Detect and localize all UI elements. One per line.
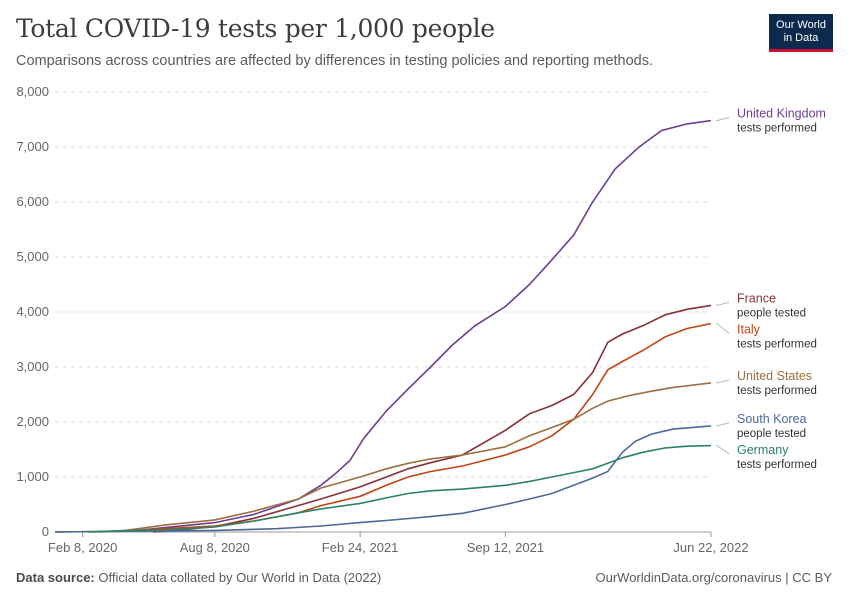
series-label-france[interactable]: France	[737, 291, 776, 305]
series-label-united-kingdom[interactable]: United Kingdom	[737, 107, 826, 121]
y-tick-label: 1,000	[16, 469, 49, 484]
series-labels: United Kingdom tests performed France peopl…	[716, 107, 826, 471]
label-connector	[716, 422, 730, 427]
y-axis-ticks: 0 1,000 2,000 3,000 4,000 5,000 6,000 7,000 8,00…	[16, 84, 49, 539]
y-tick-label: 5,000	[16, 249, 49, 264]
series-note-germany: tests performed	[737, 459, 817, 471]
x-tick-label: Sep 12, 2021	[467, 540, 544, 555]
series-line-italy[interactable]	[91, 322, 712, 533]
label-connector	[716, 445, 730, 455]
x-tick-label: Feb 8, 2020	[48, 540, 117, 555]
y-tick-label: 2,000	[16, 414, 49, 429]
footer-url[interactable]: OurWorldinData.org/coronavirus | CC BY	[595, 570, 832, 585]
x-tick-label: Jun 22, 2022	[673, 540, 748, 555]
series-line-south-korea[interactable]	[54, 425, 712, 533]
series-label-united-states[interactable]: United States	[737, 369, 812, 383]
x-axis: Feb 8, 2020 Aug 8, 2020 Feb 24, 2021 Sep 12…	[48, 532, 749, 555]
series-lines	[54, 119, 712, 533]
series-line-united-states[interactable]	[98, 382, 712, 533]
series-note-south-korea: people tested	[737, 428, 806, 440]
logo-line-2: in Data	[783, 32, 819, 44]
x-tick-label: Feb 24, 2021	[322, 540, 399, 555]
series-label-south-korea[interactable]: South Korea	[737, 412, 807, 426]
label-connector	[716, 323, 730, 334]
grid-lines	[55, 91, 711, 533]
series-note-united-kingdom: tests performed	[737, 123, 817, 135]
series-label-germany[interactable]: Germany	[737, 443, 789, 457]
data-source-label: Data source:	[16, 570, 95, 585]
label-connector	[716, 117, 730, 122]
chart-subtitle: Comparisons across countries are affecte…	[16, 53, 654, 69]
series-line-germany[interactable]	[87, 444, 712, 533]
owid-logo[interactable]: Our World in Data	[769, 14, 833, 52]
y-tick-label: 4,000	[16, 304, 49, 319]
label-connector	[716, 379, 730, 384]
y-tick-label: 6,000	[16, 194, 49, 209]
x-tick-label: Aug 8, 2020	[180, 540, 250, 555]
data-source: Data source: Official data collated by O…	[16, 570, 381, 585]
label-connector	[716, 301, 730, 306]
series-note-italy: tests performed	[737, 338, 817, 350]
series-note-france: people tested	[737, 307, 806, 319]
y-tick-label: 8,000	[16, 84, 49, 99]
logo-line-1: Our World	[776, 19, 826, 31]
series-line-france[interactable]	[153, 304, 712, 533]
series-note-united-states: tests performed	[737, 385, 817, 397]
line-chart: 0 1,000 2,000 3,000 4,000 5,000 6,000 7,000 8,00…	[16, 84, 826, 555]
chart-title: Total COVID-19 tests per 1,000 people	[16, 14, 495, 43]
y-tick-label: 7,000	[16, 139, 49, 154]
series-line-united-kingdom[interactable]	[54, 119, 712, 533]
series-label-italy[interactable]: Italy	[737, 322, 761, 336]
y-tick-label: 0	[42, 524, 49, 539]
y-tick-label: 3,000	[16, 359, 49, 374]
data-source-text: Official data collated by Our World in D…	[98, 570, 382, 585]
